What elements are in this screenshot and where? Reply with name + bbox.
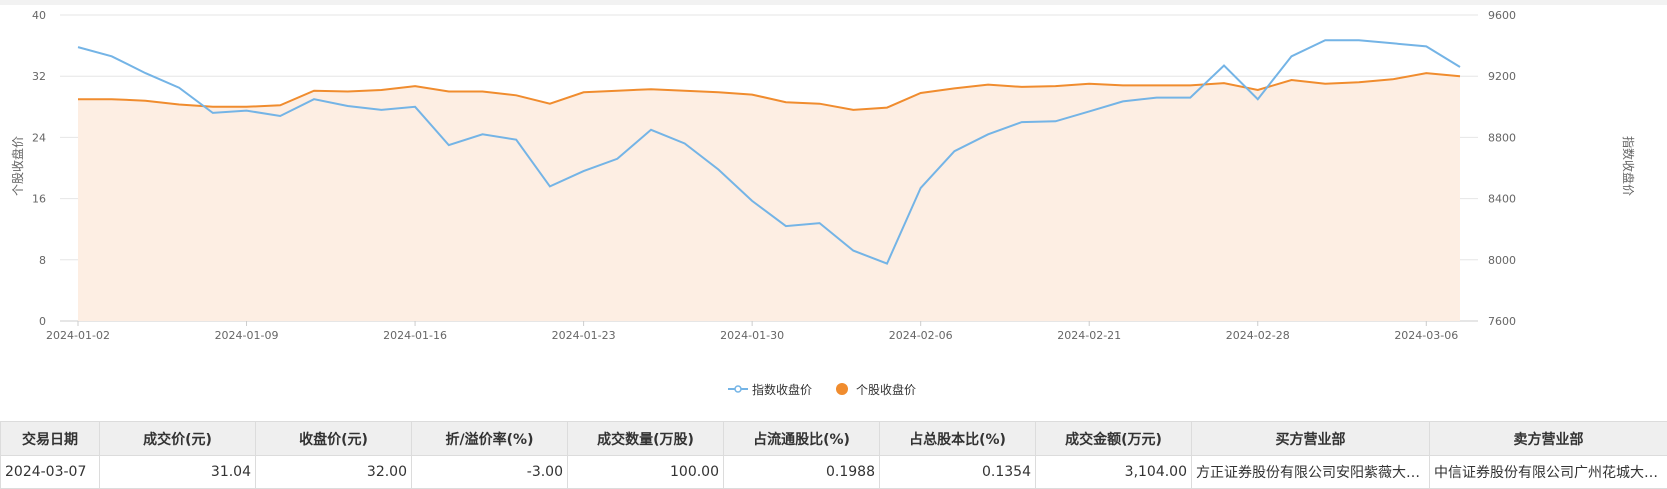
cell-close-price: 32.00 [256,456,412,489]
y-right-tick-label: 8000 [1488,254,1516,267]
col-header-volume[interactable]: 成交数量(万股) [568,422,724,456]
cell-total-ratio: 0.1354 [880,456,1036,489]
x-tick-label: 2024-01-23 [552,329,616,342]
x-tick-label: 2024-02-21 [1057,329,1121,342]
chart-legend: 指数收盘价 个股收盘价 [728,382,916,397]
y-left-tick-label: 32 [32,70,46,83]
block-trade-table: 交易日期 成交价(元) 收盘价(元) 折/溢价率(%) 成交数量(万股) 占流通… [0,421,1667,489]
y-right-tick-label: 8400 [1488,193,1516,206]
x-tick-label: 2024-02-06 [889,329,953,342]
x-tick-label: 2024-01-30 [720,329,784,342]
y-left-tick-label: 24 [32,131,46,144]
right-axis-ticks: 7600 8000 8400 8800 9200 9600 [1488,9,1516,328]
x-tick-label: 2024-01-16 [383,329,447,342]
left-axis-ticks: 0 8 16 24 32 40 [32,9,46,328]
legend-item-index[interactable]: 指数收盘价 [728,382,812,397]
col-header-date[interactable]: 交易日期 [1,422,100,456]
table-row[interactable]: 2024-03-07 31.04 32.00 -3.00 100.00 0.19… [1,456,1667,489]
y-right-tick-label: 7600 [1488,315,1516,328]
x-axis-ticks: 2024-01-02 2024-01-09 2024-01-16 2024-01-23… [46,321,1458,342]
left-axis-title: 个股收盘价 [10,136,25,196]
cell-float-ratio: 0.1988 [724,456,880,489]
table-header-row: 交易日期 成交价(元) 收盘价(元) 折/溢价率(%) 成交数量(万股) 占流通… [1,422,1667,456]
col-header-buyer[interactable]: 买方营业部 [1192,422,1430,456]
cell-date: 2024-03-07 [1,456,100,489]
cell-deal-price: 31.04 [100,456,256,489]
cell-buyer[interactable]: 方正证券股份有限公司安阳紫薇大道证券营业部 [1192,456,1430,489]
stock-price-area [78,73,1460,321]
y-left-tick-label: 16 [32,193,46,206]
cell-amount: 3,104.00 [1036,456,1192,489]
col-header-amount[interactable]: 成交金额(万元) [1036,422,1192,456]
col-header-total-ratio[interactable]: 占总股本比(%) [880,422,1036,456]
y-left-tick-label: 0 [39,315,46,328]
y-right-tick-label: 9200 [1488,70,1516,83]
col-header-seller[interactable]: 卖方营业部 [1430,422,1667,456]
cell-premium-rate: -3.00 [412,456,568,489]
y-left-tick-label: 40 [32,9,46,22]
cell-seller[interactable]: 中信证券股份有限公司广州花城大道证券营业部 [1430,456,1667,489]
price-chart: 0 8 16 24 32 40 7600 8000 8400 8800 9200 9600 2024… [0,0,1667,418]
col-header-float-ratio[interactable]: 占流通股比(%) [724,422,880,456]
x-tick-label: 2024-01-02 [46,329,110,342]
col-header-close-price[interactable]: 收盘价(元) [256,422,412,456]
legend-item-stock[interactable]: 个股收盘价 [836,382,916,397]
cell-volume: 100.00 [568,456,724,489]
y-right-tick-label: 9600 [1488,9,1516,22]
x-tick-label: 2024-02-28 [1226,329,1290,342]
legend-label-stock: 个股收盘价 [856,382,916,397]
x-tick-label: 2024-01-09 [215,329,279,342]
right-axis-title: 指数收盘价 [1621,136,1636,196]
x-tick-label: 2024-03-06 [1394,329,1458,342]
legend-label-index: 指数收盘价 [752,382,812,397]
y-right-tick-label: 8800 [1488,131,1516,144]
y-left-tick-label: 8 [39,254,46,267]
col-header-premium-rate[interactable]: 折/溢价率(%) [412,422,568,456]
col-header-deal-price[interactable]: 成交价(元) [100,422,256,456]
stock-area-layer [78,73,1460,321]
